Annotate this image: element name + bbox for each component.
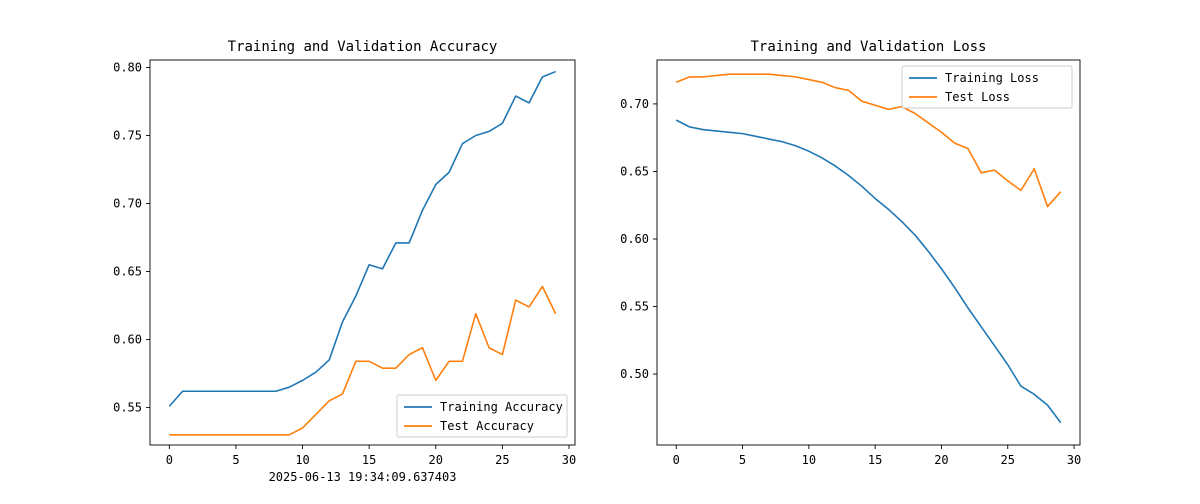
loss-legend-box <box>901 65 1073 109</box>
accuracy-x-tick-label: 20 <box>429 453 443 467</box>
accuracy-chart-panel: Training and Validation Accuracy 0 5 10 15 20… <box>113 39 576 467</box>
accuracy-x-tick-label: 25 <box>495 453 509 467</box>
loss-y-tick-label: 0.65 <box>620 164 649 178</box>
accuracy-legend-label-1: Test Accuracy <box>440 419 534 433</box>
accuracy-chart-title: Training and Validation Accuracy <box>228 39 498 55</box>
accuracy-x-tick-label: 15 <box>362 453 376 467</box>
loss-x-tick-label: 25 <box>1001 453 1015 467</box>
accuracy-axes-frame <box>149 59 576 446</box>
accuracy-y-tick-label: 0.80 <box>113 60 142 74</box>
loss-y-tick-label: 0.50 <box>620 367 649 381</box>
loss-y-tick-label: 0.70 <box>620 97 649 111</box>
accuracy-y-tick-label: 0.55 <box>113 401 142 415</box>
loss-x-tick-label: 30 <box>1067 453 1081 467</box>
accuracy-legend-box <box>396 394 568 438</box>
accuracy-x-tick-label: 5 <box>232 453 239 467</box>
loss-x-tick-label: 0 <box>673 453 680 467</box>
accuracy-legend-label-0: Training Accuracy <box>440 400 563 414</box>
loss-chart-panel: Training and Validation Loss 0 5 10 15 20 25 30… <box>620 39 1081 467</box>
loss-legend-label-1: Test Loss <box>945 90 1010 104</box>
loss-chart-title: Training and Validation Loss <box>750 39 986 55</box>
accuracy-y-tick-label: 0.65 <box>113 265 142 279</box>
loss-x-tick-label: 15 <box>868 453 882 467</box>
accuracy-y-tick-label: 0.70 <box>113 197 142 211</box>
loss-x-tick-label: 5 <box>739 453 746 467</box>
loss-x-tick-label: 10 <box>802 453 816 467</box>
loss-y-tick-label: 0.55 <box>620 300 649 314</box>
accuracy-x-tick-label: 10 <box>295 453 309 467</box>
accuracy-series-line-1 <box>169 285 557 436</box>
loss-legend: Training Loss Test Loss <box>901 65 1073 109</box>
accuracy-series-line-0 <box>168 70 556 407</box>
loss-series-line-0 <box>675 119 1062 424</box>
loss-series-line-1 <box>675 73 1062 208</box>
accuracy-x-tick-label: 0 <box>166 453 173 467</box>
loss-y-tick-label: 0.60 <box>620 232 649 246</box>
accuracy-y-tick-label: 0.60 <box>113 333 142 347</box>
accuracy-legend: Training Accuracy Test Accuracy <box>396 394 568 438</box>
accuracy-y-tick-label: 0.75 <box>113 129 142 143</box>
accuracy-x-tick-label: 30 <box>562 453 576 467</box>
timestamp-footer: 2025-06-13 19:34:09.637403 <box>268 470 457 484</box>
loss-axes-frame <box>656 59 1081 446</box>
loss-x-tick-label: 20 <box>934 453 948 467</box>
loss-legend-label-0: Training Loss <box>945 71 1039 85</box>
